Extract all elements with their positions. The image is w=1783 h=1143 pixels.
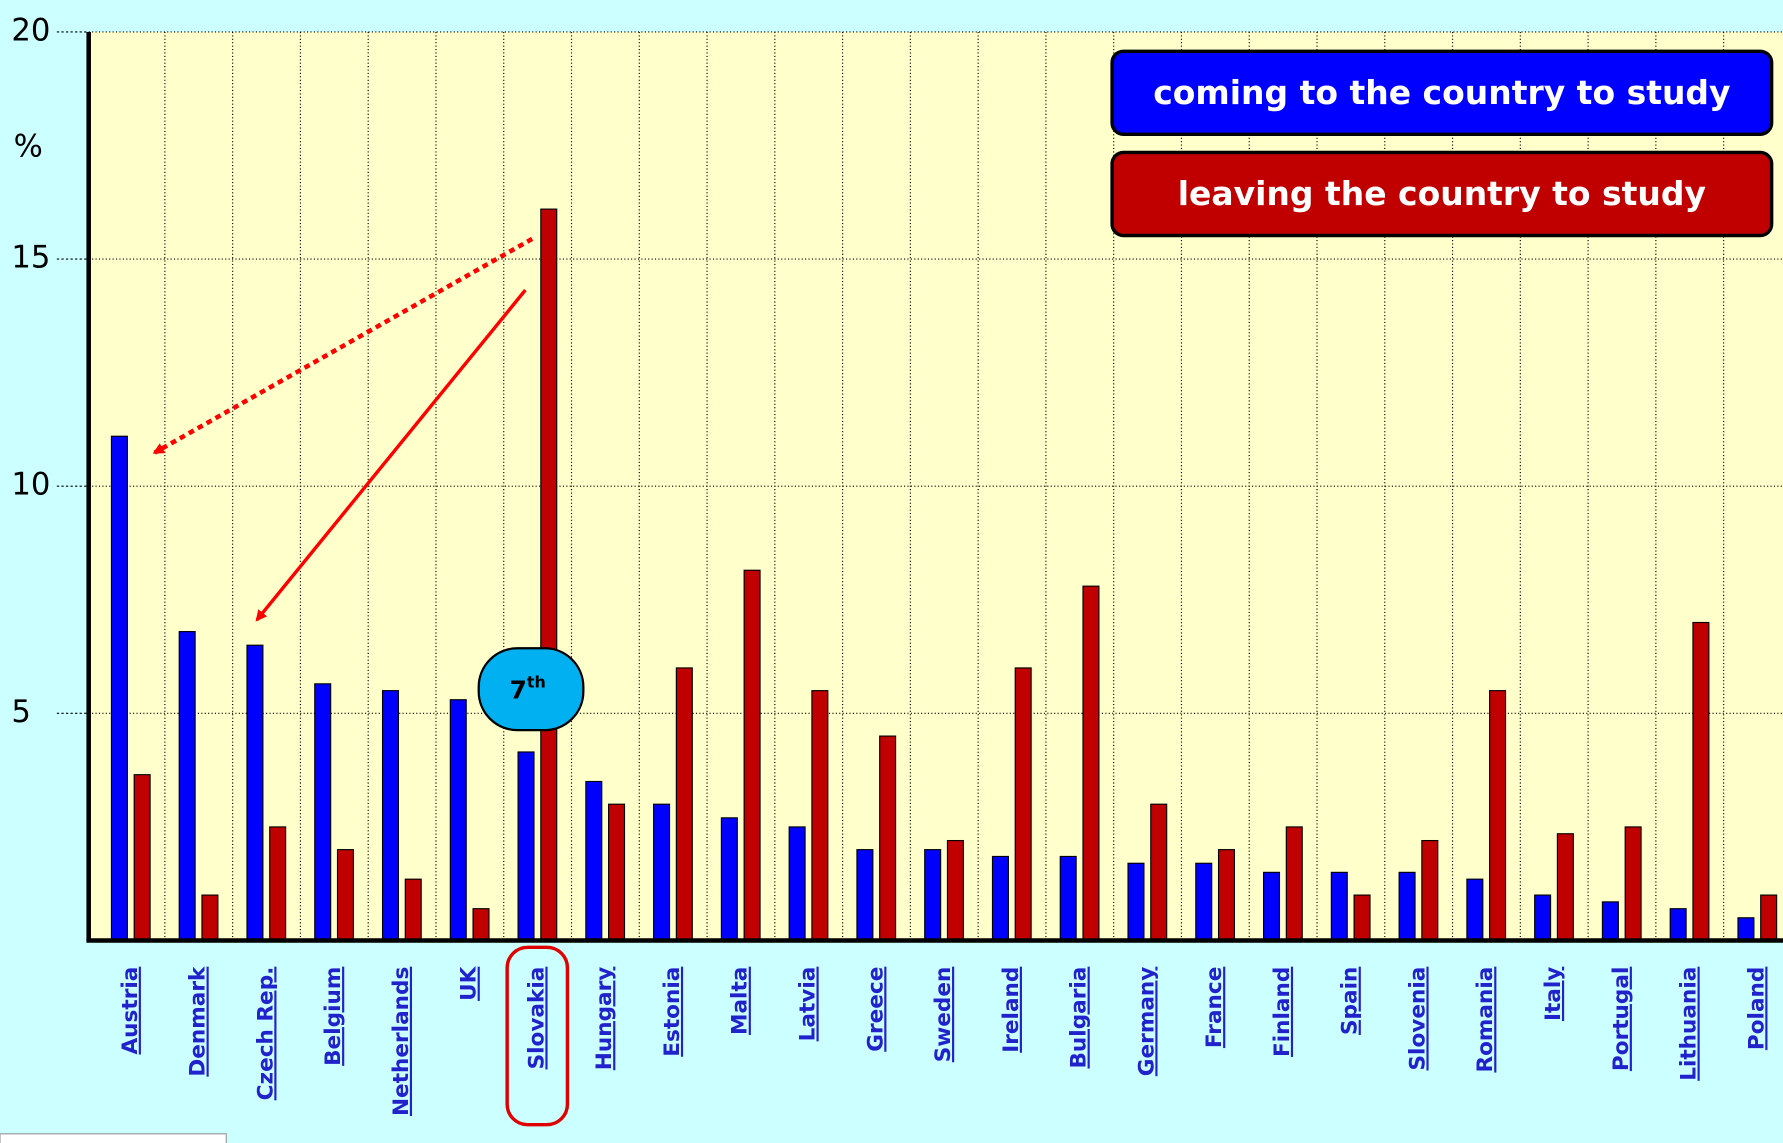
x-tick-label: Ireland: [999, 967, 1024, 1053]
bar: [856, 849, 874, 942]
bar: [1760, 894, 1778, 942]
rank-badge: [477, 647, 585, 732]
x-tick-label: Estonia: [660, 967, 685, 1057]
x-tick-label: Portugal: [1609, 967, 1634, 1071]
legend-box: [1110, 150, 1774, 238]
bar: [110, 435, 128, 942]
y-tick-label: 5: [11, 695, 31, 730]
bar: [924, 849, 942, 942]
x-tick-label: Slovakia: [524, 967, 549, 1070]
bar: [991, 855, 1009, 942]
bar: [1330, 871, 1348, 942]
bar: [811, 690, 829, 942]
rank-suffix: th: [527, 672, 546, 691]
x-tick-label: Belgium: [321, 967, 346, 1066]
x-tick-label: UK: [457, 965, 482, 1001]
bar: [246, 644, 264, 942]
x-tick-label: Netherlands: [389, 967, 414, 1116]
x-tick-label: Slovenia: [1405, 967, 1430, 1071]
bar: [1262, 871, 1281, 942]
bar: [1150, 803, 1168, 942]
x-tick-label: Sweden: [931, 967, 956, 1063]
bar: [1014, 667, 1032, 942]
bar: [1127, 862, 1145, 942]
rank-badge-text: 7th: [509, 672, 545, 705]
bar: [1669, 908, 1687, 942]
bar: [1601, 901, 1619, 942]
rank-number: 7: [509, 675, 526, 704]
x-tick-label: France: [1202, 967, 1227, 1048]
bar: [1398, 871, 1416, 942]
bar: [1534, 894, 1552, 942]
x-tick-label: Poland: [1744, 967, 1769, 1050]
y-tick-label: 20: [11, 13, 50, 48]
y-axis-label: %: [14, 129, 43, 164]
bar: [1624, 826, 1642, 942]
bar: [540, 208, 558, 942]
arrow-solid: [255, 288, 527, 622]
legend: coming to the country to study leaving th…: [1110, 49, 1774, 238]
x-tick-label: Bulgaria: [1067, 967, 1092, 1069]
x-labels: Austria Denmark Czech Rep. Belgium Netherlan…: [118, 965, 1770, 1116]
bar: [1421, 839, 1439, 942]
bar: [1353, 894, 1371, 942]
bar: [1489, 690, 1507, 942]
grid: [56, 31, 1783, 941]
x-tick-label: Malta: [728, 967, 753, 1035]
x-tick-label: Hungary: [592, 967, 617, 1071]
x-tick-label: Czech Rep.: [253, 967, 278, 1101]
legend-label: leaving the country to study: [1178, 174, 1706, 213]
bar: [472, 908, 490, 942]
x-tick-label: Latvia: [795, 967, 820, 1042]
bar: [879, 735, 897, 942]
x-tick-label: Greece: [863, 967, 888, 1052]
x-tick-label: Italy: [1541, 967, 1566, 1021]
bar: [1285, 826, 1303, 942]
bar: [675, 667, 693, 942]
bar: [608, 803, 626, 942]
bar: [653, 803, 671, 942]
y-tick-label: 15: [11, 241, 50, 276]
bar: [1692, 621, 1710, 942]
x-tick-label: Spain: [1338, 967, 1363, 1035]
legend-box: [1110, 49, 1774, 136]
bar: [1059, 855, 1077, 942]
bar: [1195, 862, 1213, 942]
bar: [1556, 833, 1574, 942]
x-tick-label: Finland: [1270, 967, 1295, 1057]
bar: [449, 699, 467, 942]
bar: [585, 780, 603, 942]
bar: [178, 631, 196, 942]
bar: [314, 683, 332, 942]
x-tick-label: Austria: [118, 967, 143, 1055]
bar: [336, 849, 354, 942]
bar: [743, 569, 761, 942]
x-tick-label: Romania: [1473, 967, 1498, 1073]
bar: [1466, 878, 1484, 942]
x-tick-label: Germany: [1134, 967, 1159, 1077]
bar: [201, 894, 219, 942]
x-tick-label: Denmark: [186, 966, 211, 1077]
bar: [1082, 585, 1100, 942]
bar: [381, 690, 400, 942]
bar: [1737, 917, 1755, 942]
x-tick-label: Lithuania: [1677, 967, 1702, 1081]
legend-label: coming to the country to study: [1153, 73, 1730, 112]
bar: [720, 817, 738, 942]
bar: [517, 751, 535, 942]
bar: [269, 826, 287, 942]
scroll-remnant: [0, 1133, 227, 1143]
bar: [946, 839, 964, 942]
y-tick-label: 10: [11, 468, 50, 503]
highlight-box: [505, 945, 570, 1127]
bar: [404, 878, 422, 942]
bar: [133, 774, 151, 942]
arrow-dotted: [152, 236, 534, 455]
bar: [1217, 849, 1236, 942]
bar: [788, 826, 806, 942]
